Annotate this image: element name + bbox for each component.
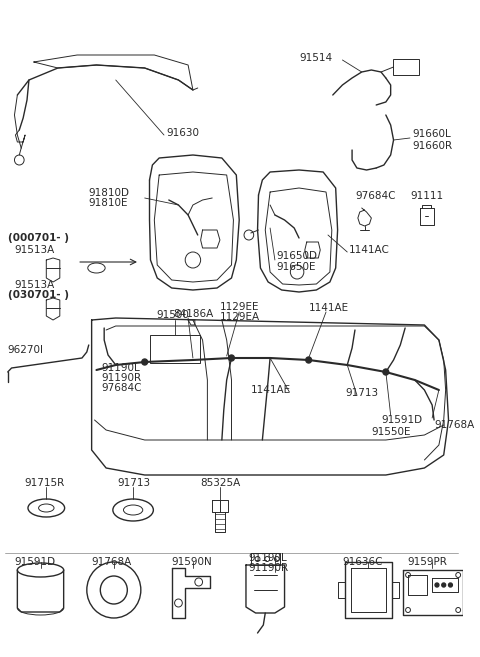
Text: 91190L: 91190L xyxy=(101,363,140,373)
Circle shape xyxy=(383,369,389,375)
Text: 91190R: 91190R xyxy=(249,563,289,573)
Text: 1141AC: 1141AC xyxy=(349,245,390,255)
Circle shape xyxy=(442,583,445,587)
Text: 91514: 91514 xyxy=(299,53,332,63)
Text: (030701- ): (030701- ) xyxy=(8,290,69,300)
Text: 91591D: 91591D xyxy=(381,415,422,425)
Text: 91590N: 91590N xyxy=(172,557,213,567)
Text: 91500: 91500 xyxy=(156,310,189,320)
Text: 1129EE: 1129EE xyxy=(220,302,259,312)
Text: 91513A: 91513A xyxy=(14,245,55,255)
Text: 97684C: 97684C xyxy=(355,191,396,201)
Text: 1129EA: 1129EA xyxy=(220,312,260,322)
Text: 91768A: 91768A xyxy=(92,557,132,567)
Text: 91660L: 91660L xyxy=(412,129,451,139)
Text: 91550E: 91550E xyxy=(372,427,411,437)
Text: (000701- ): (000701- ) xyxy=(8,233,69,243)
Text: 91810E: 91810E xyxy=(89,198,128,208)
Text: 91513A: 91513A xyxy=(14,280,55,290)
Circle shape xyxy=(435,583,439,587)
Text: 91650D: 91650D xyxy=(277,251,318,261)
Text: 1141AE: 1141AE xyxy=(309,303,349,313)
Text: 9159PR: 9159PR xyxy=(407,557,447,567)
Circle shape xyxy=(306,357,312,363)
Text: 91636C: 91636C xyxy=(342,557,383,567)
Text: 91591D: 91591D xyxy=(14,557,56,567)
Text: 91650E: 91650E xyxy=(277,262,316,272)
Circle shape xyxy=(228,355,234,361)
Text: 91713: 91713 xyxy=(118,478,151,488)
Text: 85325A: 85325A xyxy=(201,478,241,488)
Text: 91111: 91111 xyxy=(410,191,443,201)
Text: 91190L: 91190L xyxy=(249,553,288,563)
Text: 91810D: 91810D xyxy=(89,188,130,198)
Text: 91190R: 91190R xyxy=(101,373,142,383)
Text: 91768A: 91768A xyxy=(434,420,474,430)
Text: 91713: 91713 xyxy=(345,388,378,398)
Text: 84186A: 84186A xyxy=(174,309,214,319)
Text: 91660R: 91660R xyxy=(412,141,452,151)
Circle shape xyxy=(142,359,147,365)
Text: 96270I: 96270I xyxy=(8,345,44,355)
Text: 91715R: 91715R xyxy=(24,478,64,488)
Text: 91630: 91630 xyxy=(166,128,199,138)
Text: 97684C: 97684C xyxy=(101,383,142,393)
Circle shape xyxy=(448,583,452,587)
Text: 1141AE: 1141AE xyxy=(251,385,291,395)
